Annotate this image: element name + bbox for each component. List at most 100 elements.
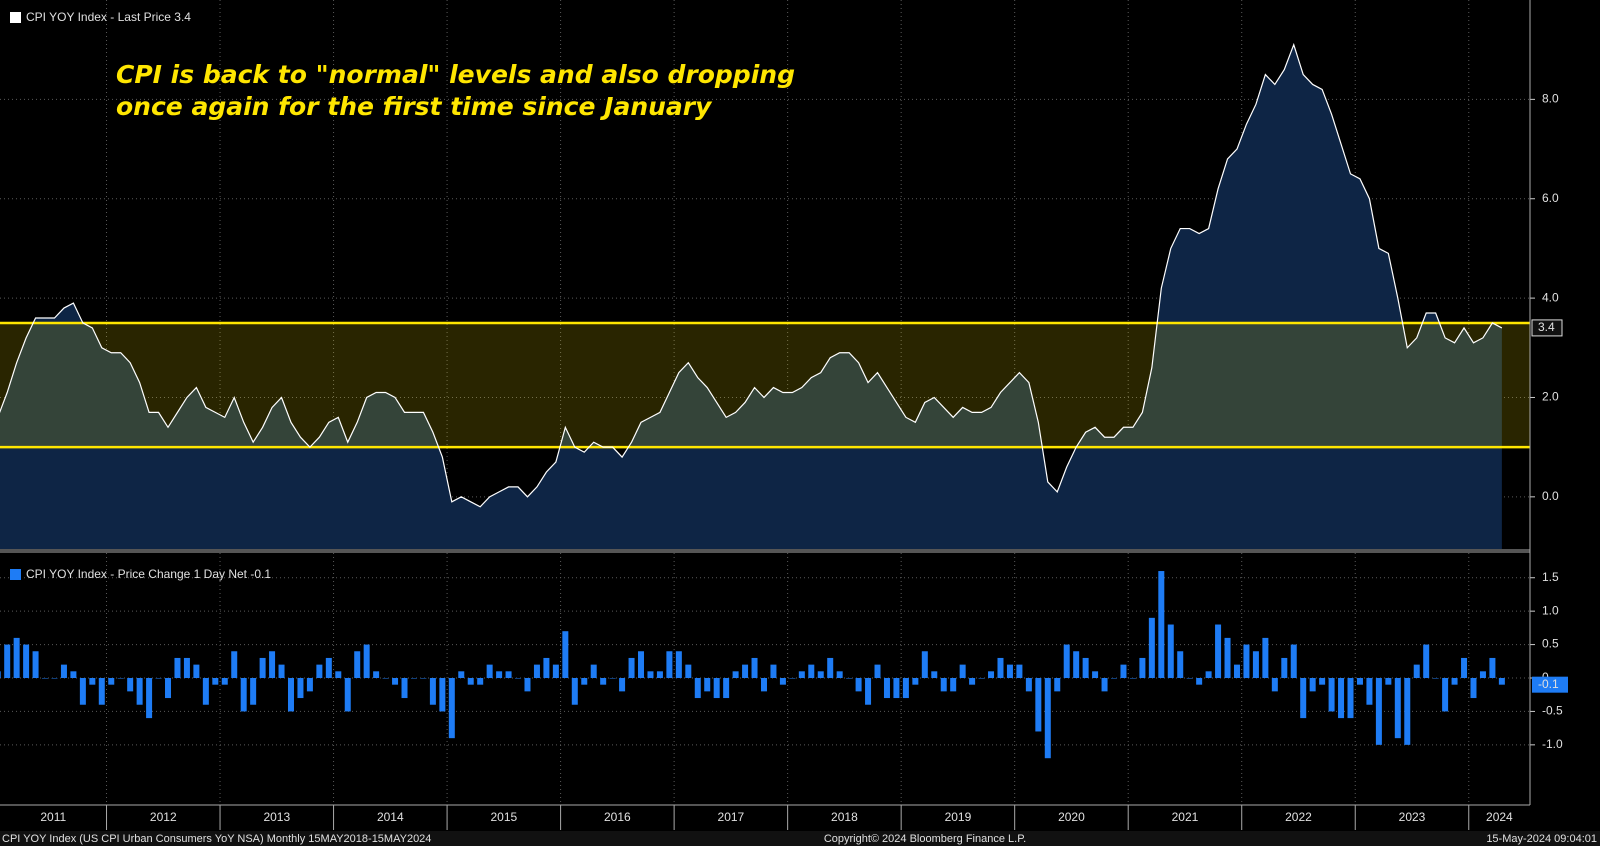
x-tick-label: 2019 <box>945 810 972 824</box>
bar <box>1044 677 1051 759</box>
bar <box>978 677 985 679</box>
bar <box>1120 664 1127 678</box>
bar <box>969 677 976 685</box>
bar <box>1385 677 1392 685</box>
band <box>0 322 1530 448</box>
bar <box>1366 677 1373 705</box>
bar <box>562 631 569 678</box>
bar <box>477 677 484 685</box>
bar <box>1016 664 1023 678</box>
bar <box>32 651 39 678</box>
bar <box>467 677 474 685</box>
bar <box>117 677 124 679</box>
bar <box>1423 644 1430 678</box>
area-fill <box>0 44 1502 551</box>
bar <box>1347 677 1354 719</box>
bar <box>1271 677 1278 692</box>
bar <box>855 677 862 692</box>
bar <box>798 671 805 678</box>
y-tick-label: 4.0 <box>1542 290 1559 304</box>
bar <box>108 677 115 685</box>
bar <box>865 677 872 705</box>
bar <box>42 677 49 679</box>
bar <box>382 677 389 679</box>
bar <box>1300 677 1307 719</box>
bar <box>817 671 824 678</box>
bar <box>713 677 720 699</box>
bar <box>1205 671 1212 678</box>
bar <box>1356 677 1363 685</box>
bar <box>458 671 465 678</box>
bar <box>515 677 522 679</box>
bar <box>883 677 890 699</box>
bar <box>4 644 11 678</box>
bar <box>1432 677 1439 679</box>
price-tag-label: -0.1 <box>1538 677 1559 691</box>
bar <box>183 657 190 678</box>
bar <box>60 664 67 678</box>
bar <box>779 677 786 685</box>
bar <box>704 677 711 692</box>
bar <box>174 657 181 678</box>
bar <box>221 677 228 685</box>
bar <box>552 664 559 678</box>
bar <box>581 677 588 685</box>
bar <box>571 677 578 705</box>
bar <box>1092 671 1099 678</box>
bar <box>212 677 219 685</box>
price-tag-label: 3.4 <box>1538 320 1555 334</box>
bar <box>335 671 342 678</box>
x-tick-label: 2011 <box>40 810 66 824</box>
bar <box>287 677 294 712</box>
bar <box>1461 657 1468 678</box>
x-tick-label: 2014 <box>377 810 404 824</box>
bar <box>354 651 361 678</box>
bar <box>675 651 682 678</box>
bar <box>306 677 313 692</box>
bar <box>666 651 673 678</box>
bar <box>1167 624 1174 678</box>
bar <box>231 651 238 678</box>
x-tick-label: 2015 <box>490 810 517 824</box>
bar <box>1233 664 1240 678</box>
bar <box>742 664 749 678</box>
bar <box>79 677 86 705</box>
bar <box>344 677 351 712</box>
bar <box>1290 644 1297 678</box>
x-tick-label: 2013 <box>263 810 290 824</box>
bar <box>1328 677 1335 712</box>
bar <box>921 651 928 678</box>
bar <box>1498 677 1505 685</box>
bar <box>269 651 276 678</box>
bar <box>51 677 58 679</box>
bar <box>250 677 257 705</box>
bar <box>524 677 531 692</box>
bar <box>638 651 645 678</box>
bar <box>127 677 134 692</box>
bar <box>1338 677 1345 719</box>
bar <box>770 664 777 678</box>
bar <box>165 677 172 699</box>
price-tag <box>1532 676 1568 693</box>
x-tick-label: 2017 <box>718 810 745 824</box>
y-tick-label: -1.0 <box>1542 737 1563 751</box>
bar <box>959 664 966 678</box>
bar <box>98 677 105 705</box>
bar <box>1479 671 1486 678</box>
bar <box>543 657 550 678</box>
footer-left: CPI YOY Index (US CPI Urban Consumers Yo… <box>2 833 431 845</box>
bar <box>13 637 20 678</box>
bar <box>1025 677 1032 692</box>
x-tick-label: 2023 <box>1399 810 1426 824</box>
bar <box>1148 617 1155 678</box>
y-tick-label: 8.0 <box>1542 92 1559 106</box>
bar <box>874 664 881 678</box>
bar <box>912 677 919 685</box>
x-tick-label: 2018 <box>831 810 858 824</box>
bar <box>410 677 417 679</box>
footer-right: 15-May-2024 09:04:01 <box>1486 833 1597 845</box>
bar <box>486 664 493 678</box>
bar <box>316 664 323 678</box>
bar <box>893 677 900 699</box>
